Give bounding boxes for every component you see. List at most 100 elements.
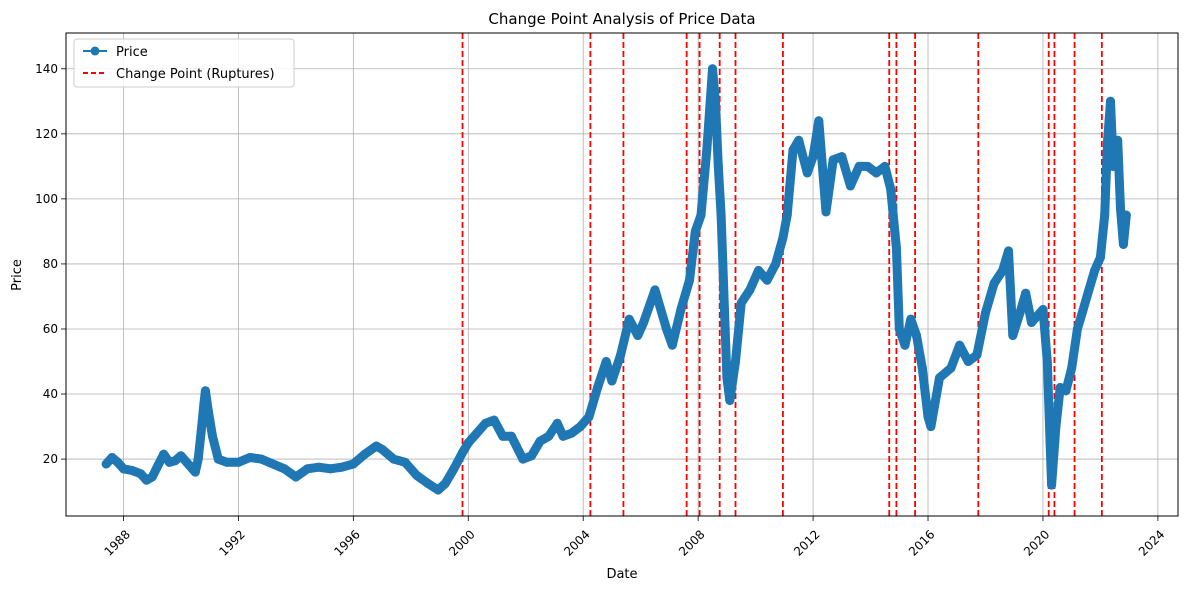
- price-point: [208, 431, 217, 441]
- price-point: [1108, 161, 1118, 171]
- price-point: [981, 308, 990, 318]
- price-point: [624, 314, 634, 324]
- price-point: [912, 331, 921, 340]
- price-point: [906, 314, 916, 324]
- price-point: [412, 470, 422, 480]
- price-point: [463, 438, 473, 448]
- price-point: [552, 418, 562, 428]
- price-point: [771, 259, 781, 269]
- price-point: [1090, 265, 1100, 275]
- price-point: [222, 457, 232, 467]
- price-point: [360, 449, 370, 459]
- y-axis-ticks: 20 40 60 80 100 120 140: [35, 62, 66, 466]
- price-point: [736, 298, 746, 308]
- price-point: [233, 457, 243, 467]
- price-series: [101, 64, 1131, 495]
- price-point: [1084, 285, 1094, 295]
- price-point: [802, 168, 812, 178]
- price-point: [159, 449, 169, 459]
- price-point: [584, 412, 594, 422]
- price-point: [1045, 438, 1055, 448]
- price-point: [1072, 324, 1082, 334]
- price-point: [314, 462, 324, 472]
- price-point: [1106, 96, 1115, 106]
- price-point: [725, 396, 735, 405]
- price-point: [147, 472, 157, 482]
- price-point: [1021, 288, 1031, 298]
- y-tick-label: 40: [43, 387, 58, 401]
- price-point: [871, 168, 881, 178]
- price-point: [708, 64, 717, 74]
- price-point: [782, 210, 792, 220]
- price-point: [1121, 210, 1131, 220]
- price-point: [256, 454, 266, 464]
- price-point: [917, 363, 927, 373]
- price-point: [616, 350, 626, 360]
- price-point: [245, 453, 255, 462]
- price-point: [498, 431, 508, 441]
- price-point: [935, 373, 944, 383]
- price-point: [1103, 135, 1113, 145]
- price-point: [567, 428, 577, 438]
- price-point: [719, 292, 729, 301]
- price-point: [472, 428, 482, 438]
- price-point: [1100, 210, 1110, 220]
- y-tick-label: 20: [43, 452, 58, 466]
- price-point: [400, 457, 410, 467]
- price-point: [423, 479, 433, 488]
- price-point: [955, 340, 965, 350]
- price-point: [268, 459, 278, 469]
- price-point: [989, 278, 999, 288]
- price-point: [1027, 318, 1036, 327]
- price-point: [348, 459, 358, 469]
- price-point: [923, 412, 933, 422]
- price-point: [337, 462, 347, 472]
- price-point: [489, 415, 499, 425]
- price-point: [1015, 308, 1025, 318]
- price-point: [199, 399, 209, 409]
- price-point: [506, 431, 516, 441]
- price-point: [193, 454, 203, 464]
- price-point: [690, 226, 700, 236]
- price-point: [1118, 239, 1128, 249]
- price-point: [176, 451, 186, 461]
- price-point: [762, 275, 772, 285]
- price-point: [389, 454, 399, 464]
- legend-price-marker: [90, 46, 100, 56]
- y-axis-label: Price: [10, 259, 25, 291]
- price-point: [650, 285, 660, 295]
- price-point: [196, 428, 206, 438]
- price-point: [821, 207, 831, 217]
- price-point: [113, 457, 123, 467]
- legend-change-point-label: Change Point (Ruptures): [116, 67, 275, 82]
- price-point: [558, 431, 568, 441]
- price-point: [593, 383, 603, 392]
- price-point: [837, 152, 847, 162]
- price-point: [894, 324, 904, 334]
- price-point: [449, 464, 459, 474]
- price-point: [808, 152, 818, 162]
- price-point: [794, 135, 804, 145]
- price-point: [1067, 363, 1077, 373]
- price-point: [458, 448, 467, 458]
- price-point: [185, 461, 195, 471]
- price-point: [676, 305, 686, 314]
- price-point: [891, 243, 901, 253]
- price-point: [302, 464, 312, 474]
- price-point: [1051, 422, 1061, 432]
- price-point: [601, 357, 611, 366]
- price-point: [788, 145, 798, 155]
- y-tick-label: 120: [35, 127, 58, 141]
- price-point: [639, 318, 649, 327]
- price-point: [778, 233, 788, 243]
- price-point: [607, 376, 617, 386]
- price-point: [213, 454, 223, 464]
- axes-frame: [65, 32, 1179, 517]
- price-point: [685, 275, 694, 285]
- price-point: [1113, 135, 1123, 145]
- legend: Price Change Point (Ruptures): [73, 38, 295, 88]
- price-point: [1042, 357, 1052, 366]
- price-point: [814, 116, 824, 126]
- price-point: [279, 464, 289, 474]
